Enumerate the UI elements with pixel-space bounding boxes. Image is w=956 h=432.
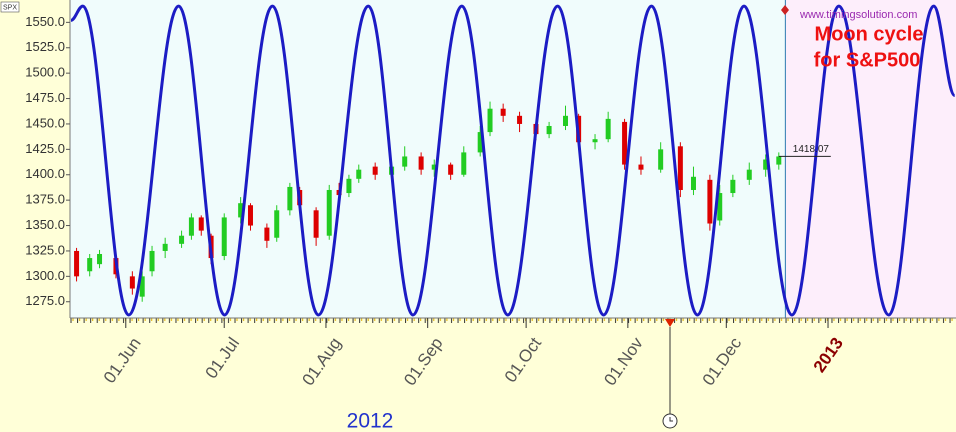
candle-body xyxy=(707,179,713,224)
candle-body xyxy=(264,227,270,241)
candle-body xyxy=(313,210,319,238)
y-tick-label: 1500.0 xyxy=(25,65,65,80)
candle-body xyxy=(763,159,769,170)
candle-body xyxy=(139,276,145,297)
candle-body xyxy=(188,217,194,236)
candle-body xyxy=(717,193,723,221)
candle-body xyxy=(97,253,103,265)
candle-body xyxy=(431,164,437,170)
year-label: 2012 xyxy=(347,410,394,432)
candle-body xyxy=(326,189,332,236)
y-tick-label: 1350.0 xyxy=(25,217,65,232)
candle-body xyxy=(198,217,204,231)
candle-body xyxy=(517,115,523,124)
last-price-label: 1418.07 xyxy=(793,144,830,155)
candle-body xyxy=(74,250,80,277)
y-tick-label: 1525.0 xyxy=(25,39,65,54)
candle-body xyxy=(247,205,253,226)
minor-ticks xyxy=(70,318,956,326)
candle-body xyxy=(87,258,93,272)
candle-body xyxy=(356,169,362,179)
moon-cycle-line xyxy=(70,4,956,317)
candle-body xyxy=(677,146,683,190)
y-tick-label: 1325.0 xyxy=(25,242,65,257)
diamond-icon xyxy=(781,5,789,15)
candle-body xyxy=(487,108,493,133)
watermark: www.timingsolution.com xyxy=(799,9,917,21)
candle-body xyxy=(690,176,696,190)
candle-body xyxy=(658,149,664,170)
y-tick-label: 1400.0 xyxy=(25,166,65,181)
y-tick-label: 1275.0 xyxy=(25,293,65,308)
candle-body xyxy=(149,250,155,272)
candle-body xyxy=(238,203,244,218)
candle-body xyxy=(179,235,185,244)
forecast-zone xyxy=(785,0,956,318)
title: for S&P500 xyxy=(814,49,921,71)
candle-body xyxy=(129,276,135,289)
candle-body xyxy=(746,169,752,180)
candle-body xyxy=(461,152,467,175)
candle-body xyxy=(730,179,736,194)
candle-body xyxy=(622,121,628,165)
candle-body xyxy=(477,132,483,153)
candle-body xyxy=(162,243,168,251)
candle-body xyxy=(638,164,644,170)
y-tick-label: 1475.0 xyxy=(25,90,65,105)
candle-body xyxy=(402,156,408,167)
candle-body xyxy=(563,115,569,126)
candle-body xyxy=(274,210,280,238)
clock-hands xyxy=(669,417,673,422)
y-tick-label: 1300.0 xyxy=(25,268,65,283)
candle-body xyxy=(372,166,378,175)
symbol: SPX xyxy=(3,4,17,11)
y-tick-label: 1450.0 xyxy=(25,115,65,130)
cursor-marker xyxy=(665,319,675,327)
candle-body xyxy=(346,178,352,194)
candle-body xyxy=(605,118,611,140)
candle-body xyxy=(418,156,424,170)
candle-body xyxy=(592,139,598,143)
y-tick-label: 1425.0 xyxy=(25,141,65,156)
candle-body xyxy=(287,186,293,211)
candle-body xyxy=(500,108,506,116)
y-tick-label: 1375.0 xyxy=(25,192,65,207)
symbol-box xyxy=(0,1,20,13)
candle-body xyxy=(448,164,454,175)
title: Moon cycle xyxy=(815,23,924,45)
candle-body xyxy=(776,156,782,165)
candle-body xyxy=(546,125,552,135)
y-tick-label: 1550.0 xyxy=(25,14,65,29)
candle-body xyxy=(221,217,227,257)
